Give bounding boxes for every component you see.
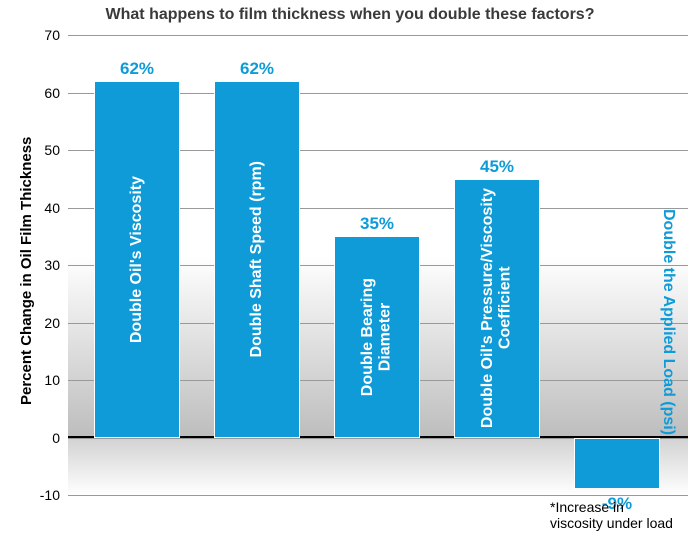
ytick-label: 40 xyxy=(20,200,60,216)
bar-name-label: Double Oil's Pressure/Viscosity Coeffici… xyxy=(479,188,514,428)
ytick-label: 50 xyxy=(20,142,60,158)
plot-area: -1001020304050607062%Double Oil's Viscos… xyxy=(68,35,688,495)
ytick-label: 70 xyxy=(20,27,60,43)
bar-value-label: 62% xyxy=(215,59,299,79)
ytick-label: 10 xyxy=(20,372,60,388)
bar: 45%Double Oil's Pressure/Viscosity Coeff… xyxy=(454,179,540,438)
chart-footnote: *Increase in viscosity under load xyxy=(550,499,673,531)
bar: -9%Double the Applied Load (psi) xyxy=(574,438,660,490)
ytick-label: 60 xyxy=(20,85,60,101)
bar-value-label: 62% xyxy=(95,59,179,79)
ytick-label: 0 xyxy=(20,430,60,446)
bar: 62%Double Shaft Speed (rpm) xyxy=(214,81,300,438)
ytick-label: 30 xyxy=(20,257,60,273)
ytick-label: -10 xyxy=(20,487,60,503)
bar-name-label: Double Oil's Viscosity xyxy=(128,176,146,343)
ytick-label: 20 xyxy=(20,315,60,331)
bar: 62%Double Oil's Viscosity xyxy=(94,81,180,438)
bar-value-label: 35% xyxy=(335,214,419,234)
bar-name-label: Double the Applied Load (psi) xyxy=(557,209,677,429)
bar: 35%Double Bearing Diameter xyxy=(334,236,420,437)
bar-value-label: 45% xyxy=(455,157,539,177)
chart-title: What happens to film thickness when you … xyxy=(0,6,700,24)
gridline xyxy=(68,35,688,36)
bar-name-label: Double Shaft Speed (rpm) xyxy=(248,161,266,357)
film-thickness-chart: What happens to film thickness when you … xyxy=(0,0,700,546)
bar-name-label: Double Bearing Diameter xyxy=(359,278,394,396)
